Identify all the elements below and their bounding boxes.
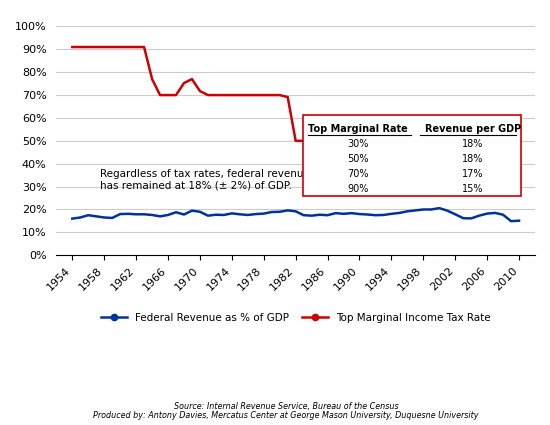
Text: Source: Internal Revenue Service, Bureau of the Census: Source: Internal Revenue Service, Bureau… xyxy=(174,402,398,411)
Legend: Federal Revenue as % of GDP, Top Marginal Income Tax Rate: Federal Revenue as % of GDP, Top Margina… xyxy=(97,309,495,327)
Text: 18%: 18% xyxy=(462,139,483,149)
Text: Revenue per GDP: Revenue per GDP xyxy=(425,124,521,134)
Text: 30%: 30% xyxy=(347,139,369,149)
Bar xyxy=(303,115,521,196)
Text: 17%: 17% xyxy=(462,169,483,179)
Text: 15%: 15% xyxy=(462,184,483,194)
Text: 70%: 70% xyxy=(347,169,369,179)
Text: 18%: 18% xyxy=(462,154,483,164)
Text: Top Marginal Rate: Top Marginal Rate xyxy=(308,124,408,134)
Text: Regardless of tax rates, federal revenue
has remained at 18% (± 2%) of GDP.: Regardless of tax rates, federal revenue… xyxy=(100,169,310,190)
Text: 90%: 90% xyxy=(347,184,369,194)
Text: 50%: 50% xyxy=(347,154,369,164)
Text: Produced by: Antony Davies, Mercatus Center at George Mason University, Duquesne: Produced by: Antony Davies, Mercatus Cen… xyxy=(94,411,478,420)
